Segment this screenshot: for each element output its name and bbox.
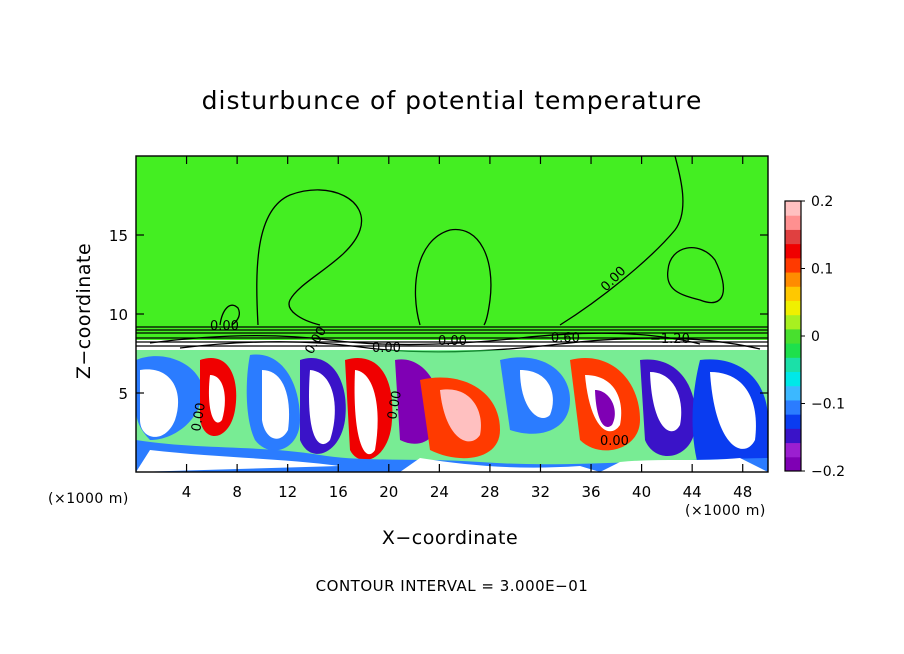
colorbar-swatch-15: [785, 243, 801, 259]
x-axis-label: X−coordinate: [381, 527, 519, 549]
colorbar-tick-label-3: −0.1: [811, 397, 845, 413]
contour-label-6: 0.00: [385, 390, 405, 421]
x-tick-label-2: 12: [278, 483, 297, 501]
x-tick-label-5: 24: [430, 483, 449, 501]
colorbar-swatch-5: [785, 385, 801, 401]
x-tick-label-0: 4: [182, 483, 192, 501]
x-tick-label-1: 8: [232, 483, 242, 501]
x-tick-label-3: 16: [329, 483, 348, 501]
colorbar-swatch-14: [785, 257, 801, 273]
y-tick-label-2: 15: [109, 227, 128, 245]
colorbar-tick-label-0: 0.2: [811, 194, 833, 210]
contour-label-9: −1.20: [650, 332, 690, 347]
colorbar-swatch-10: [785, 314, 801, 330]
x-axis: 4 8 12 16 20 24 28 32 36 40 44 48: [182, 156, 752, 501]
contour-label-8: −0.60: [540, 331, 580, 346]
colorbar-swatch-0: [785, 456, 801, 472]
colorbar-swatch-13: [785, 272, 801, 287]
x-tick-label-9: 40: [632, 483, 651, 501]
colorbar-swatch-12: [785, 286, 801, 301]
x-tick-label-8: 36: [581, 483, 600, 501]
colorbar-swatch-18: [785, 201, 801, 216]
colorbar-swatch-2: [785, 428, 801, 444]
colorbar-swatch-3: [785, 414, 801, 429]
y-axis: 5 10 15: [109, 227, 768, 403]
x-unit-right: (×1000 m): [685, 503, 766, 519]
contour-label-4: 0.00: [438, 334, 467, 349]
colorbar-tick-label-4: −0.2: [811, 464, 845, 480]
turbulent-layer: [136, 350, 768, 472]
colorbar-swatch-4: [785, 399, 801, 415]
upper-contours: [219, 156, 725, 326]
x-tick-label-4: 20: [379, 483, 398, 501]
colorbar-tick-label-1: 0.1: [811, 262, 833, 278]
contour-interval-note: CONTOUR INTERVAL = 3.000E−01: [315, 577, 589, 595]
x-tick-label-11: 48: [733, 483, 752, 501]
x-tick-label-7: 32: [531, 483, 550, 501]
x-tick-label-10: 44: [683, 483, 702, 501]
contour-label-3: 0.00: [372, 341, 401, 356]
y-tick-label-0: 5: [118, 385, 128, 403]
plot-field: [136, 156, 768, 472]
colorbar-swatch-7: [785, 357, 801, 373]
y-axis-label: Z−coordinate: [73, 242, 95, 380]
chart-title: disturbunce of potential temperature: [201, 86, 703, 115]
colorbar-swatch-16: [785, 229, 801, 245]
x-unit-left: (×1000 m): [48, 491, 129, 507]
colorbar: 0.2 0.1 0 −0.1 −0.2: [784, 194, 845, 480]
colorbar-swatch-8: [785, 343, 801, 358]
colorbar-swatch-1: [785, 442, 801, 458]
colorbar-swatch-9: [785, 328, 801, 344]
contour-label-7: 0.00: [600, 434, 629, 449]
y-tick-label-1: 10: [109, 306, 128, 324]
contour-label-0: 0.00: [210, 319, 239, 334]
x-tick-label-6: 28: [480, 483, 499, 501]
colorbar-swatch-6: [785, 371, 801, 387]
colorbar-swatch-17: [785, 215, 801, 230]
colorbar-swatch-11: [785, 300, 801, 316]
contour-label-5: 0.00: [189, 402, 209, 433]
colorbar-tick-label-2: 0: [811, 329, 820, 345]
